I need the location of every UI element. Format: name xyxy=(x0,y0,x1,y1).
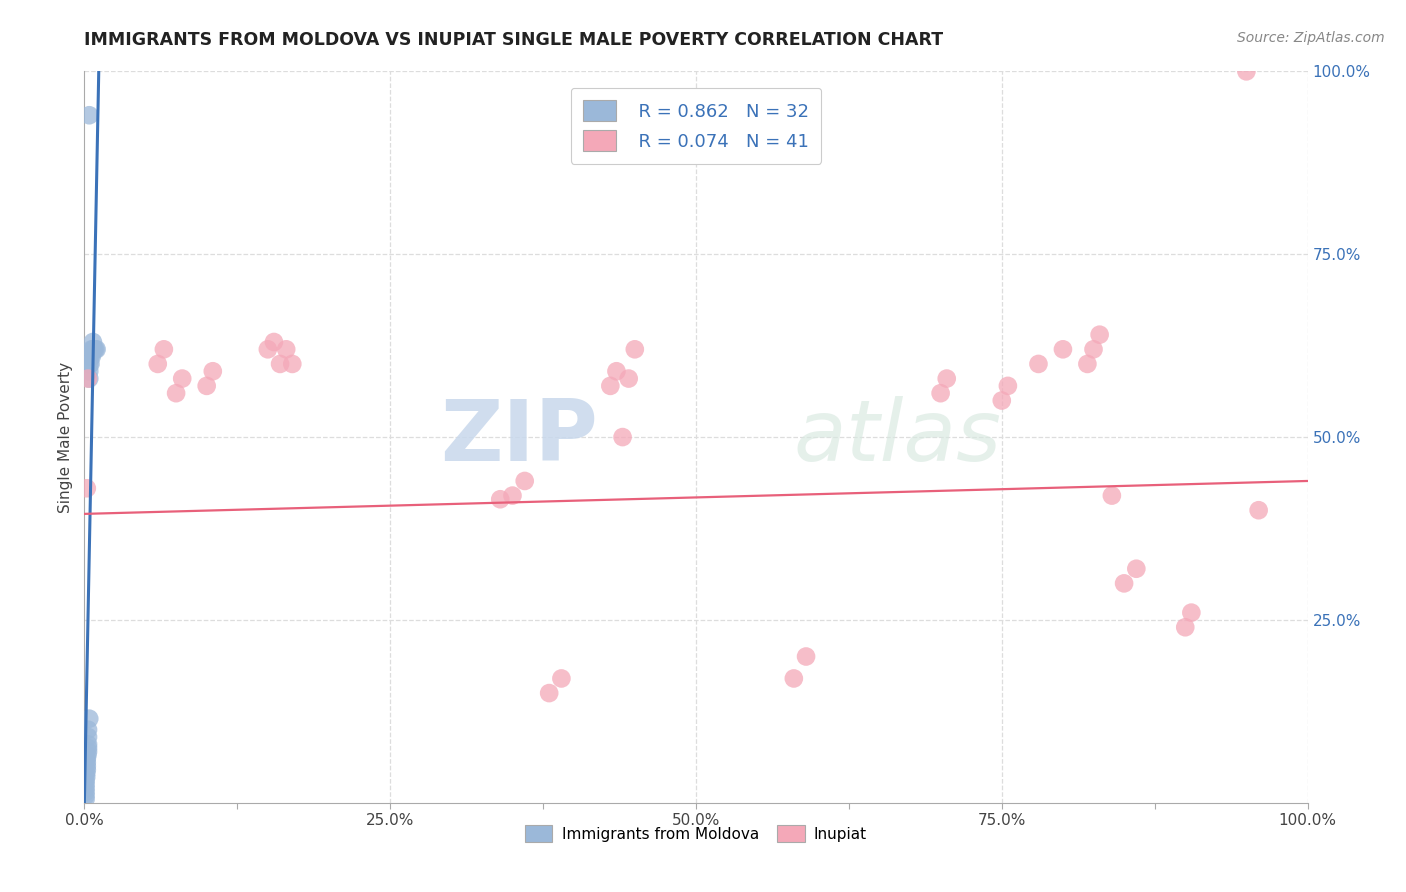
Point xyxy=(997,379,1019,393)
Point xyxy=(794,649,817,664)
Text: atlas: atlas xyxy=(794,395,1002,479)
Point xyxy=(79,350,101,364)
Point xyxy=(1125,562,1147,576)
Point xyxy=(153,343,176,357)
Point xyxy=(75,778,97,792)
Point xyxy=(75,789,97,803)
Point xyxy=(165,386,187,401)
Point xyxy=(77,108,100,122)
Point xyxy=(195,379,218,393)
Point xyxy=(76,752,98,766)
Point xyxy=(276,343,298,357)
Point xyxy=(1236,64,1258,78)
Point xyxy=(1247,503,1270,517)
Point xyxy=(550,672,572,686)
Point xyxy=(77,740,100,755)
Point xyxy=(489,492,512,507)
Point xyxy=(76,763,98,777)
Point xyxy=(1101,489,1123,503)
Point xyxy=(281,357,304,371)
Point xyxy=(257,343,280,357)
Point xyxy=(269,357,291,371)
Text: Source: ZipAtlas.com: Source: ZipAtlas.com xyxy=(1237,31,1385,45)
Point xyxy=(77,371,100,385)
Point xyxy=(75,781,97,796)
Point xyxy=(201,364,224,378)
Point xyxy=(80,350,103,364)
Point xyxy=(83,343,105,357)
Point xyxy=(605,364,627,378)
Point xyxy=(77,371,100,385)
Point xyxy=(77,357,100,371)
Point xyxy=(75,773,97,788)
Point xyxy=(146,357,169,371)
Point xyxy=(77,745,100,759)
Text: IMMIGRANTS FROM MOLDOVA VS INUPIAT SINGLE MALE POVERTY CORRELATION CHART: IMMIGRANTS FROM MOLDOVA VS INUPIAT SINGL… xyxy=(84,31,943,49)
Text: ZIP: ZIP xyxy=(440,395,598,479)
Point xyxy=(77,723,100,737)
Point xyxy=(77,737,100,751)
Point xyxy=(75,785,97,799)
Point xyxy=(75,792,97,806)
Point xyxy=(612,430,634,444)
Y-axis label: Single Male Poverty: Single Male Poverty xyxy=(58,361,73,513)
Point xyxy=(1028,357,1050,371)
Point xyxy=(76,481,98,495)
Point xyxy=(1052,343,1074,357)
Point xyxy=(929,386,952,401)
Point xyxy=(1076,357,1098,371)
Point xyxy=(82,334,104,349)
Point xyxy=(76,759,98,773)
Point xyxy=(77,730,100,744)
Point xyxy=(991,393,1014,408)
Point xyxy=(76,748,98,763)
Point xyxy=(84,343,107,357)
Point xyxy=(624,343,647,357)
Point xyxy=(75,770,97,784)
Point xyxy=(513,474,536,488)
Point xyxy=(1174,620,1197,634)
Point xyxy=(77,712,100,726)
Point xyxy=(77,364,100,378)
Point xyxy=(79,357,101,371)
Point xyxy=(1088,327,1111,342)
Point xyxy=(617,371,640,385)
Point xyxy=(82,343,104,357)
Point xyxy=(80,343,103,357)
Point xyxy=(86,343,108,357)
Legend: Immigrants from Moldova, Inupiat: Immigrants from Moldova, Inupiat xyxy=(517,817,875,850)
Point xyxy=(76,756,98,770)
Point xyxy=(599,379,621,393)
Point xyxy=(172,371,194,385)
Point xyxy=(1180,606,1202,620)
Point xyxy=(1083,343,1105,357)
Point xyxy=(1114,576,1136,591)
Point xyxy=(935,371,957,385)
Point xyxy=(263,334,285,349)
Point xyxy=(783,672,806,686)
Point xyxy=(502,489,524,503)
Point xyxy=(75,766,97,780)
Point xyxy=(538,686,561,700)
